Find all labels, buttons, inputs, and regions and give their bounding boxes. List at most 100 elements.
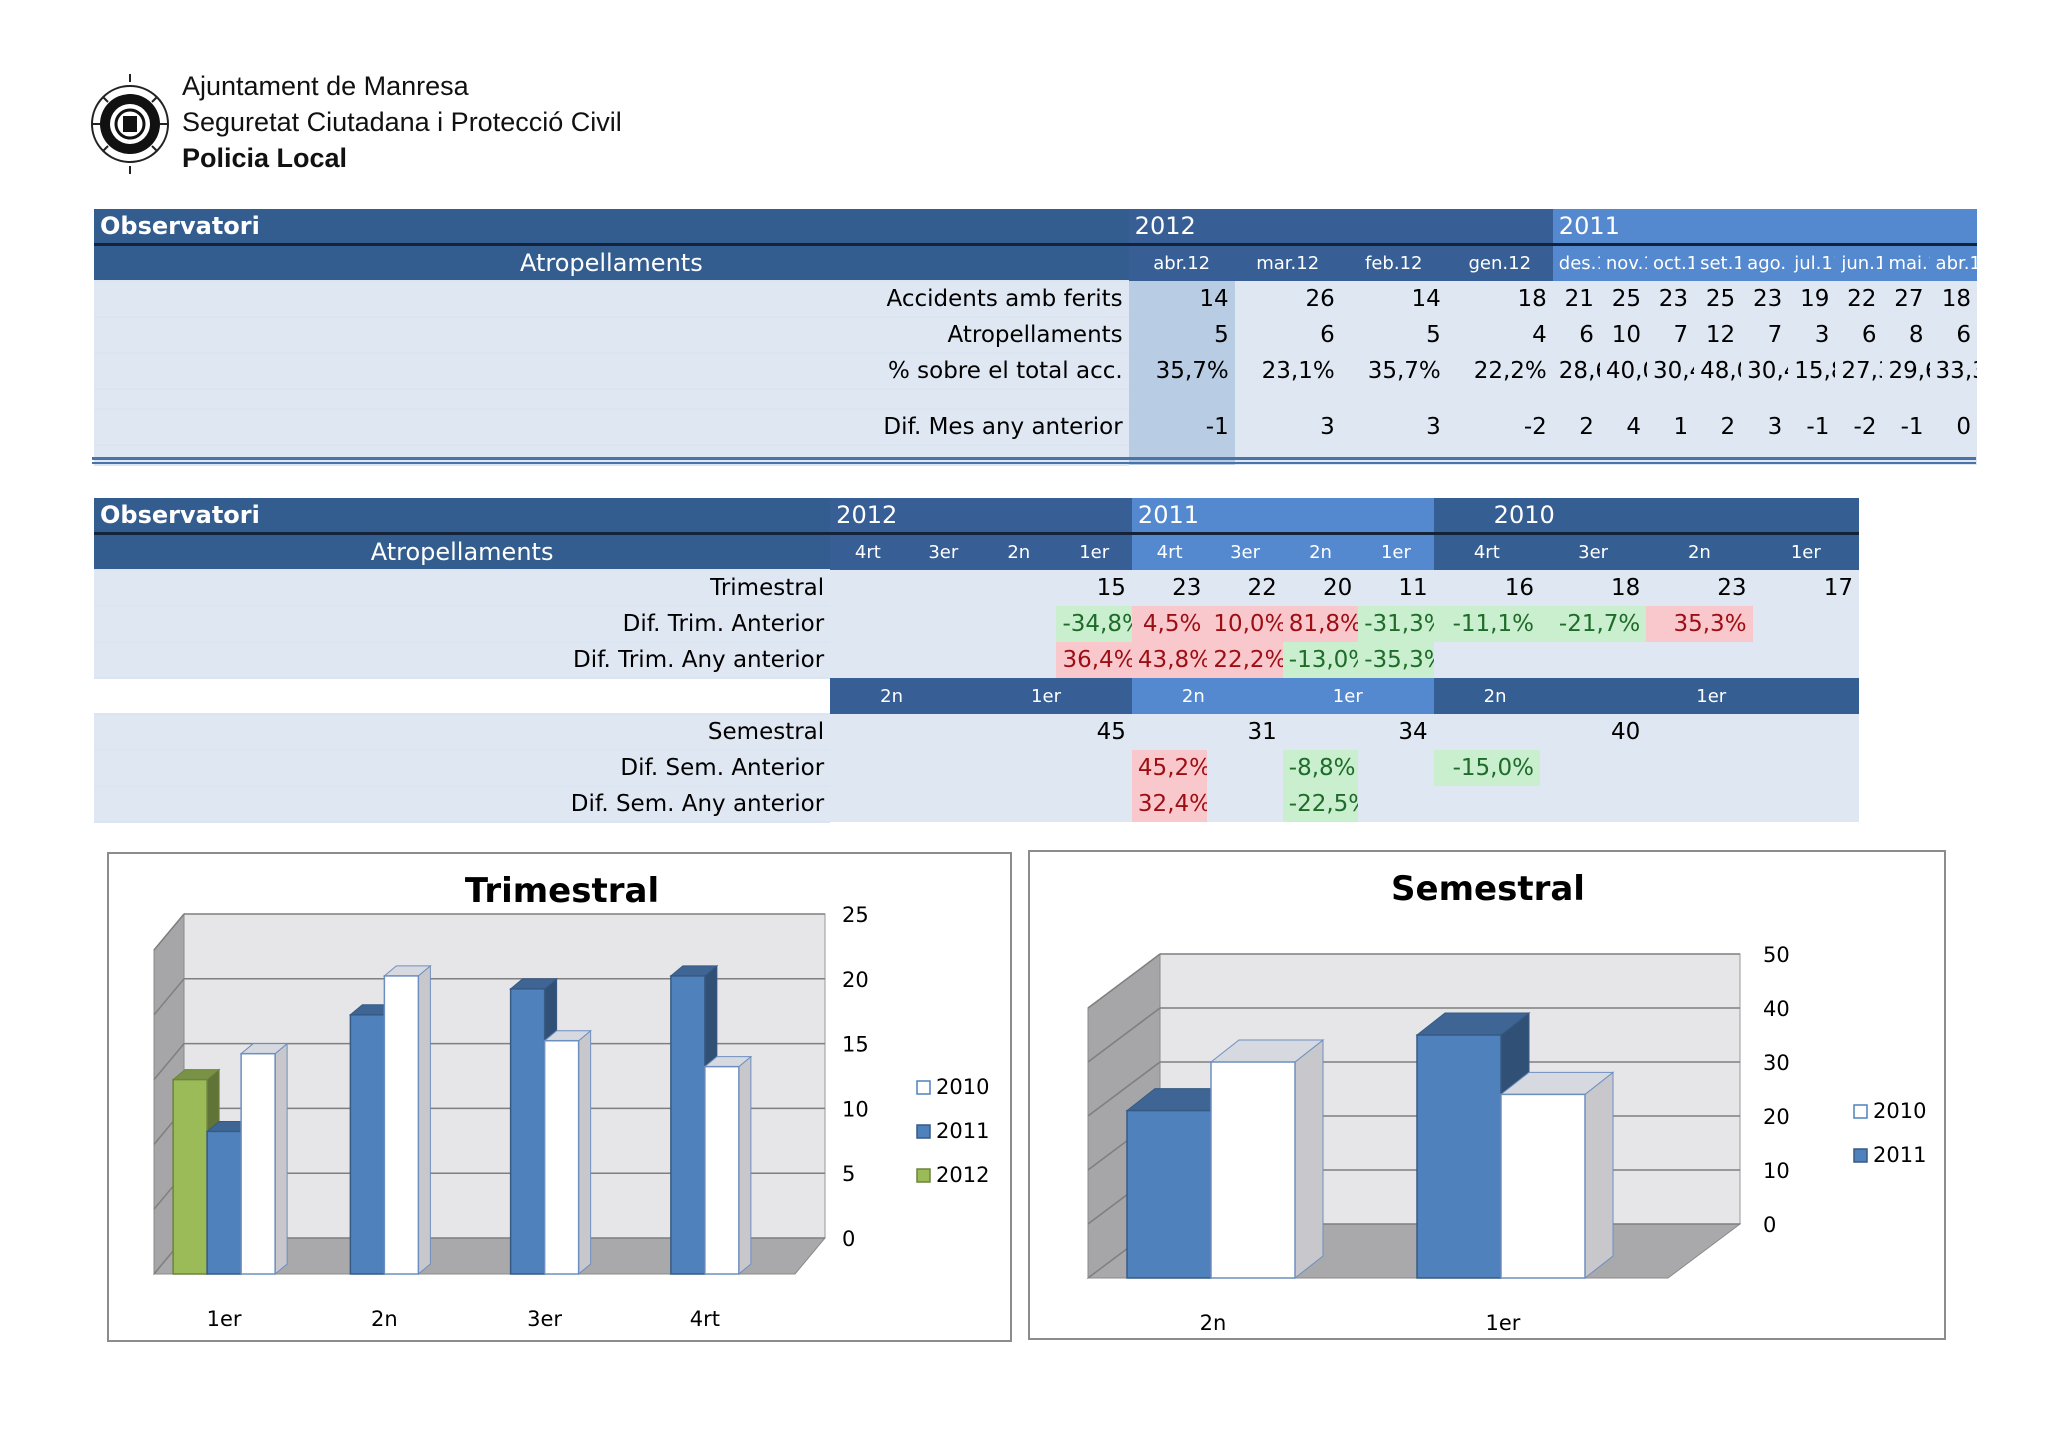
semester-header-row: 2n 1er 2n 1er 2n 1er: [94, 678, 1859, 715]
cell-value: -22,5%: [1282, 786, 1359, 822]
cell-value: [830, 750, 906, 786]
year-2011-header: 2011: [1131, 498, 1434, 534]
cell-value: 45: [1056, 714, 1132, 750]
semester-header: 1er: [981, 678, 1132, 714]
cell-value: [905, 786, 982, 822]
quarter-header-row: Atropellaments 4rt 3er 2n 1er 4rt 3er 2n 1er 4rt…: [94, 533, 1859, 571]
semester-header: 1er: [1646, 678, 1859, 714]
cell-value: [830, 570, 906, 606]
quarter-header: 4rt: [830, 533, 906, 570]
cell-value: 45,2%: [1131, 750, 1208, 786]
x-tick-label: 1er: [1486, 1311, 1521, 1335]
cell-value: -8,8%: [1282, 750, 1359, 786]
month-header: ago.11: [1741, 244, 1789, 281]
cell-value: [1752, 714, 1859, 750]
table-subtitle: Atropellaments: [94, 533, 831, 571]
cell-value: 81,8%: [1282, 606, 1359, 642]
bar-side: [274, 1042, 288, 1276]
row-label: % sobre el total acc.: [94, 353, 1129, 390]
y-tick-label: 10: [842, 1097, 869, 1121]
trimestral-chart: Trimestral 25 20 15 10 5 0 1er 2n 3er 4rt 2010 2011 2…: [107, 852, 1012, 1342]
cell-value: 6: [1835, 317, 1883, 353]
cell-value: 33,3%: [1929, 353, 1977, 389]
cell-value: [905, 714, 982, 750]
monthly-table: Observatori 2012 2011 Atropellaments abr…: [94, 209, 1977, 466]
quarterly-table: Observatori 2012 2011 2010 Atropellament…: [94, 498, 1859, 823]
bar-2010-1er: [240, 1052, 276, 1275]
cell-value: [981, 642, 1057, 678]
quarter-header: 2n: [1646, 533, 1753, 570]
x-tick-label: 4rt: [690, 1307, 720, 1331]
table-row: Dif. Sem. Any anterior 32,4% -22,5%: [94, 786, 1859, 823]
cell-value: 8: [1882, 317, 1930, 353]
bar-2010-4rt: [704, 1065, 740, 1275]
cell-value: 22,2%: [1207, 642, 1283, 678]
month-header: mar.12: [1234, 244, 1341, 281]
y-tick-label: 15: [842, 1033, 869, 1057]
cell-value: 21: [1552, 281, 1600, 317]
cell-value: 10: [1599, 317, 1647, 353]
gridline: [153, 978, 185, 1016]
table-divider: [92, 462, 1976, 464]
cell-value: 0: [1929, 409, 1977, 445]
table-divider: [92, 457, 1976, 460]
year-2012-header: 2012: [1128, 209, 1553, 245]
month-header: jun.11: [1835, 244, 1883, 281]
cell-value: [1646, 714, 1753, 750]
cell-value: 16: [1433, 570, 1540, 606]
cell-value: -21,7%: [1539, 606, 1647, 642]
semester-header: 2n: [830, 678, 982, 714]
cell-value: 4: [1599, 409, 1647, 445]
organization-name: Ajuntament de Manresa: [182, 71, 469, 101]
semester-header: 2n: [1433, 678, 1647, 714]
cell-value: 10,0%: [1207, 606, 1283, 642]
cell-value: 27,3%: [1835, 353, 1883, 389]
legend-label: 2011: [936, 1119, 989, 1143]
cell-value: -2: [1446, 409, 1553, 445]
legend-swatch-2011: [1853, 1148, 1868, 1163]
cell-value: 3: [1741, 409, 1789, 445]
cell-value: 15,8%: [1788, 353, 1836, 389]
cell-value: [905, 570, 982, 606]
cell-value: 20: [1282, 570, 1359, 606]
cell-value: 26: [1234, 281, 1341, 317]
legend-swatch-2011: [916, 1124, 931, 1139]
cell-value: 18: [1929, 281, 1977, 317]
bar-2010-2n: [383, 975, 420, 1275]
cell-value: 31: [1207, 714, 1283, 750]
table-row: Dif. Sem. Anterior 45,2% -8,8% -15,0%: [94, 750, 1859, 787]
month-header: abr.12: [1128, 244, 1235, 281]
chart-title: Trimestral: [465, 871, 659, 911]
month-header: des.11: [1552, 244, 1600, 281]
legend-swatch-2010: [1853, 1104, 1868, 1119]
table-header-row: Observatori 2012 2011 2010: [94, 498, 1859, 535]
quarter-header: 2n: [1282, 533, 1359, 570]
bar-2010-3er: [543, 1039, 580, 1275]
cell-value: [905, 750, 982, 786]
cell-value: 35,7%: [1340, 353, 1447, 389]
cell-value: [830, 786, 906, 822]
cell-value: -35,3%: [1358, 642, 1434, 678]
row-label: Dif. Trim. Anterior: [94, 606, 831, 643]
quarter-header: 2n: [981, 533, 1057, 570]
quarter-header: 3er: [1539, 533, 1647, 570]
y-tick-label: 50: [1763, 943, 1790, 967]
quarter-header: 1er: [1752, 533, 1859, 570]
gridline: [1087, 1007, 1161, 1063]
y-tick-label: 10: [1763, 1159, 1790, 1183]
cell-value: 1: [1646, 409, 1695, 445]
table-row: Dif. Trim. Any anterior 36,4% 43,8% 22,2% -1…: [94, 642, 1859, 679]
table-row: Dif. Trim. Anterior-34,8%4,5%10,0%81,8%-…: [94, 606, 1859, 643]
row-label: Dif. Trim. Any anterior: [94, 642, 831, 679]
cell-value: 5: [1128, 317, 1235, 353]
month-header-row: Atropellaments abr.12 mar.12 feb.12 gen.…: [94, 244, 1977, 282]
cell-value: 19: [1788, 281, 1836, 317]
cell-value: 36,4%: [1056, 642, 1132, 678]
spacer-row: [94, 389, 1977, 410]
cell-value: -15,0%: [1433, 750, 1540, 786]
gridline: [1087, 1061, 1161, 1117]
bar-2010-1er: [1500, 1093, 1586, 1279]
bar-2011-2n: [1126, 1109, 1212, 1279]
